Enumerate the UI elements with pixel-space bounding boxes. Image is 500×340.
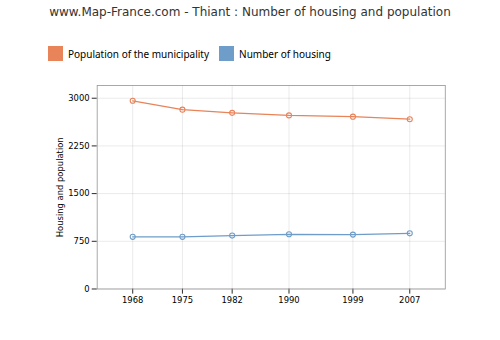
svg-text:1982: 1982 <box>221 295 242 305</box>
html-text:www.Map-France.com - Thiant :: www.Map-France.com - Thiant : Number of … <box>49 5 451 19</box>
svg-text:1999: 1999 <box>342 295 363 305</box>
svg-text:1975: 1975 <box>172 295 193 305</box>
svg-text:Housing and population: Housing and population <box>55 137 65 237</box>
svg-text:2007: 2007 <box>399 295 420 305</box>
html-text:Population of the municipality: Population of the municipality <box>68 46 210 61</box>
svg-text:750: 750 <box>74 236 90 246</box>
svg-text:2250: 2250 <box>68 141 89 151</box>
svg-text:1968: 1968 <box>122 295 143 305</box>
svg-text:3000: 3000 <box>68 93 89 103</box>
html-text:Number of housing: Number of housing <box>239 46 331 61</box>
svg-text:0: 0 <box>84 284 89 294</box>
svg-text:1990: 1990 <box>278 295 299 305</box>
svg-text:1500: 1500 <box>68 188 89 198</box>
